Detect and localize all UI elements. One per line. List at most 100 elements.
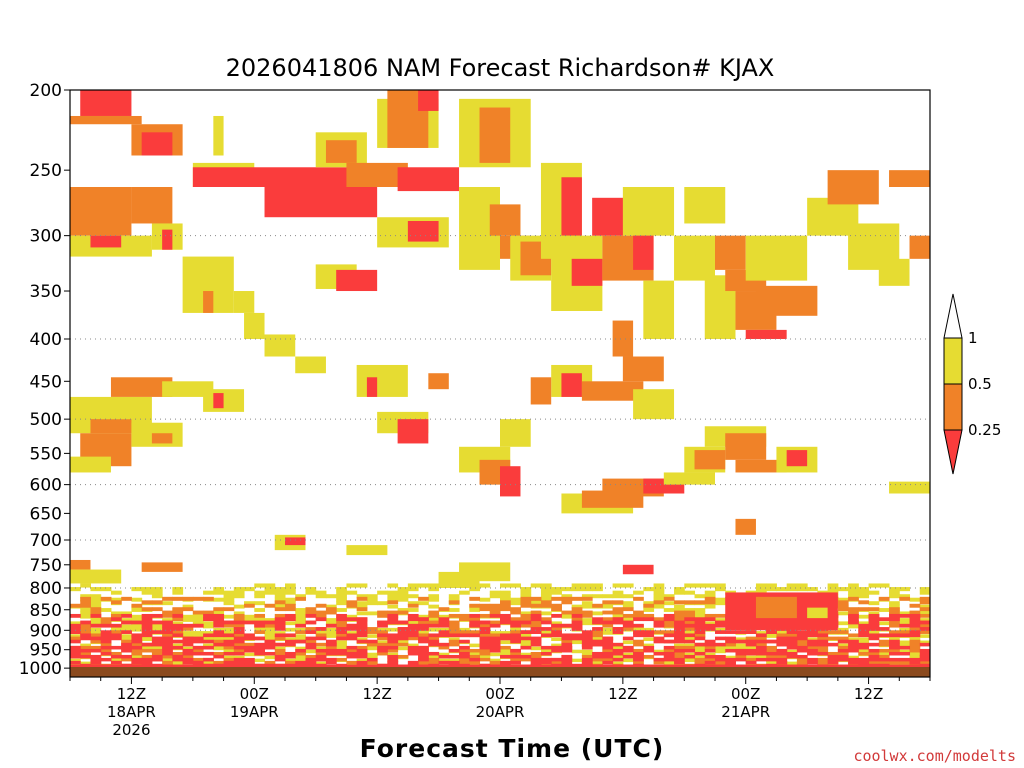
richardson-cell-low [674, 660, 685, 665]
richardson-cell-mid [633, 642, 644, 647]
richardson-cell-high [520, 634, 532, 638]
richardson-cell-high [254, 627, 266, 632]
richardson-cell-mid [285, 603, 296, 608]
richardson-cell-low [510, 633, 521, 638]
richardson-cell-high [233, 604, 245, 609]
richardson-cell-high [223, 594, 235, 599]
richardson-cell-high [674, 590, 685, 595]
richardson-cell-low [500, 660, 511, 665]
richardson-cell-low [899, 613, 911, 618]
richardson-cell-high [254, 608, 266, 612]
richardson-cell-high [387, 604, 399, 609]
richardson-cell-low [540, 620, 552, 625]
richardson-cell-high [438, 627, 450, 632]
richardson-cell-low [786, 636, 798, 641]
y-tick-label: 650 [30, 504, 62, 524]
richardson-cell-low [807, 651, 818, 656]
richardson-cell-high [366, 652, 378, 657]
x-tick-label: 19APR [230, 703, 279, 721]
richardson-cell-low [80, 648, 91, 653]
richardson-cell-high [346, 590, 358, 595]
richardson-cell-high [203, 631, 214, 635]
richardson-cell-low [725, 630, 736, 634]
richardson-cell-low [70, 648, 81, 653]
richardson-cell-high [899, 618, 911, 622]
richardson-cell-mid [510, 630, 521, 634]
richardson-cell-low [489, 613, 501, 618]
richardson-cell-mid [356, 645, 368, 650]
richardson-cell-low [909, 630, 921, 634]
richardson-cell-mid [520, 623, 532, 628]
richardson-cell-low [530, 642, 542, 647]
richardson-cell-low [151, 642, 163, 647]
richardson-cell-high [694, 646, 706, 651]
richardson-cell-low [325, 639, 337, 644]
richardson-cell-high [786, 587, 798, 592]
x-tick-label: 12Z [854, 685, 883, 703]
richardson-cell-low [213, 393, 224, 409]
richardson-cell-low [182, 660, 194, 665]
richardson-cell-high [684, 583, 696, 588]
richardson-cell-high [715, 597, 726, 602]
richardson-cell-low [663, 654, 675, 659]
richardson-cell-low [407, 651, 419, 656]
richardson-cell-high [325, 618, 337, 622]
richardson-cell-low [172, 627, 184, 631]
richardson-cell-high [244, 587, 255, 592]
richardson-cell-high [622, 658, 634, 663]
richardson-cell-high [428, 604, 440, 609]
richardson-cell-low [663, 613, 675, 618]
richardson-cell-high [837, 611, 849, 616]
richardson-cell-high [315, 661, 327, 666]
richardson-cell-high [223, 590, 235, 595]
richardson-cell-high [325, 604, 337, 609]
richardson-cell-low [336, 636, 347, 641]
richardson-cell-high [469, 643, 481, 648]
richardson-cell-high [715, 587, 726, 592]
richardson-cell-mid [162, 613, 173, 618]
richardson-cell-low [500, 636, 511, 641]
richardson-cell-high [489, 594, 501, 599]
richardson-cell-low [715, 642, 726, 647]
richardson-cell-mid [530, 651, 542, 656]
richardson-cell-high [285, 627, 296, 632]
richardson-cell-low [694, 636, 706, 641]
richardson-cell-low [213, 617, 225, 622]
richardson-cell-mid [438, 645, 450, 650]
richardson-cell-mid [110, 630, 122, 634]
richardson-cell-high [919, 604, 931, 609]
richardson-cell-high [755, 655, 767, 660]
richardson-cell-low [817, 642, 829, 647]
richardson-cell-low [827, 657, 839, 662]
richardson-cell-low [745, 660, 757, 665]
richardson-cell-mid [459, 648, 470, 653]
richardson-cell-mid [213, 651, 225, 656]
richardson-cell-mid [315, 651, 327, 656]
richardson-cell-mid [285, 660, 296, 665]
richardson-cell-mid [520, 617, 532, 622]
richardson-cell-mid [602, 617, 614, 622]
richardson-cell-high [121, 618, 132, 622]
richardson-cell-mid [581, 654, 593, 659]
richardson-cell-mid [172, 607, 184, 612]
richardson-cell-high [663, 472, 715, 485]
chart-title: 2026041806 NAM Forecast Richardson# KJAX [226, 54, 775, 82]
richardson-cell-mid [233, 633, 245, 638]
richardson-cell-low [674, 633, 685, 638]
richardson-cell-low [274, 642, 286, 647]
richardson-cell-low [786, 642, 798, 647]
richardson-cell-high [407, 583, 419, 588]
richardson-cell-low [244, 633, 255, 638]
richardson-cell-mid [510, 657, 521, 662]
richardson-cell-high [561, 587, 573, 592]
richardson-cell-low [786, 654, 798, 659]
richardson-cell-high [530, 646, 542, 651]
richardson-cell-high [674, 235, 715, 281]
richardson-cell-high [131, 627, 143, 632]
richardson-cell-mid [172, 610, 184, 615]
richardson-cell-high [264, 627, 276, 632]
richardson-cell-mid [715, 660, 726, 665]
richardson-cell-high [305, 587, 317, 592]
richardson-cell-mid [674, 654, 685, 659]
richardson-cell-mid [899, 630, 911, 634]
